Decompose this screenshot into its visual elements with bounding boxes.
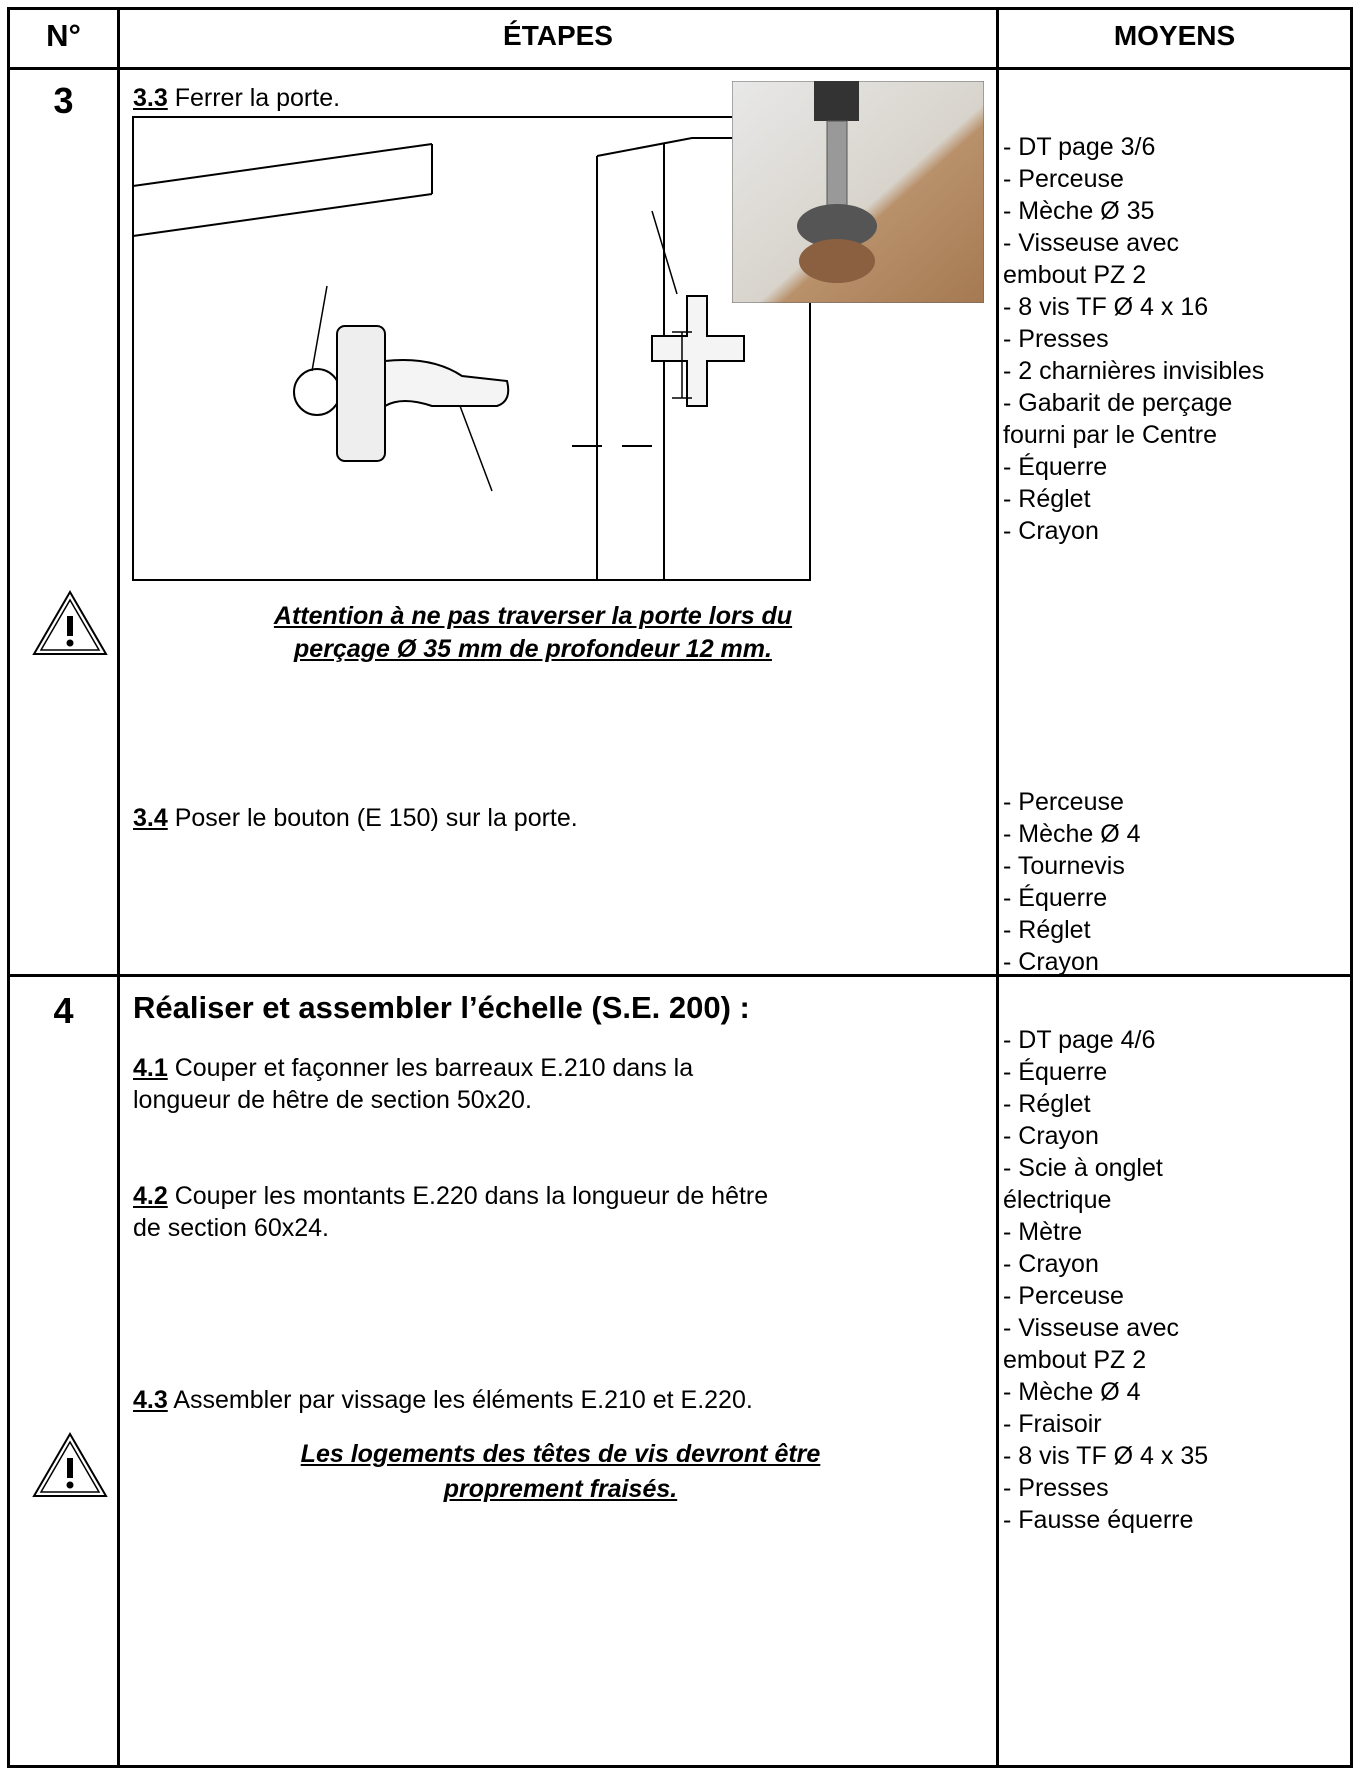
- table-border: [117, 7, 120, 1768]
- table-border: [7, 7, 1353, 10]
- step-num: 4.1: [133, 1054, 168, 1082]
- header-steps: ÉTAPES: [503, 20, 613, 51]
- table-border: [7, 1765, 1353, 1768]
- means-item: - Fraisoir: [1003, 1410, 1102, 1438]
- means-item: - Visseuse avec: [1003, 1314, 1180, 1342]
- means-item: - Perceuse: [1003, 165, 1124, 193]
- means-item: embout PZ 2: [1003, 1346, 1147, 1374]
- means-item: - Mèche Ø 35: [1003, 197, 1155, 225]
- means-item: - Fausse équerre: [1003, 1506, 1194, 1534]
- table-border: [996, 7, 999, 1768]
- step: 4.1 Couper et façonner les barreaux E.21…: [133, 1052, 693, 1084]
- means-item: - 8 vis TF Ø 4 x 16: [1003, 293, 1209, 321]
- means-item: - Presses: [1003, 1474, 1109, 1502]
- step-num: 3.3: [133, 84, 168, 112]
- warning-text: perçage Ø 35 mm de profondeur 12 mm.: [294, 635, 772, 663]
- step: 4.2 Couper les montants E.220 dans la lo…: [133, 1180, 768, 1212]
- means-item: - DT page 3/6: [1003, 133, 1156, 161]
- means-item: - Équerre: [1003, 453, 1108, 481]
- warning-text: Attention à ne pas traverser la porte lo…: [273, 602, 793, 630]
- means-item: embout PZ 2: [1003, 261, 1147, 289]
- means-item: - Mètre: [1003, 1218, 1083, 1246]
- step-text: Couper les montants E.220 dans la longue…: [174, 1182, 769, 1210]
- means-item: - Réglet: [1003, 916, 1091, 944]
- table-border: [1350, 7, 1353, 1768]
- means-item: - Réglet: [1003, 485, 1091, 513]
- step: 3.3 Ferrer la porte.: [133, 82, 340, 114]
- means-item: - Équerre: [1003, 1058, 1108, 1086]
- warning-text: Les logements des têtes de vis devront ê…: [300, 1440, 821, 1468]
- means-item: - Gabarit de perçage: [1003, 389, 1233, 417]
- means-item: électrique: [1003, 1186, 1112, 1214]
- means-item: - 2 charnières invisibles: [1003, 357, 1265, 385]
- header-means: MOYENS: [1113, 20, 1236, 51]
- header-num: N°: [46, 18, 81, 53]
- table-border: [7, 7, 10, 1768]
- step-text: Couper et façonner les barreaux E.210 da…: [174, 1054, 694, 1082]
- means-item: - DT page 4/6: [1003, 1026, 1156, 1054]
- step-text: longueur de hêtre de section 50x20.: [133, 1086, 532, 1114]
- means-list: - DT page 4/6 - Équerre - Réglet - Crayon - …: [1003, 1024, 1208, 1536]
- table-border: [7, 974, 1353, 977]
- means-item: - Visseuse avec: [1003, 229, 1180, 257]
- step-text: Ferrer la porte.: [174, 84, 341, 112]
- step-text: Assembler par vissage les éléments E.210…: [173, 1386, 753, 1414]
- means-item: - Perceuse: [1003, 788, 1124, 816]
- row-title: Réaliser et assembler l’échelle (S.E. 20…: [133, 990, 750, 1025]
- means-item: fourni par le Centre: [1003, 421, 1218, 449]
- means-item: - Crayon: [1003, 517, 1099, 545]
- warning-text: proprement fraisés.: [443, 1475, 678, 1503]
- warning-icon: [32, 1432, 108, 1497]
- means-item: - Tournevis: [1003, 852, 1125, 880]
- means-item: - 8 vis TF Ø 4 x 35: [1003, 1442, 1209, 1470]
- means-item: - Crayon: [1003, 1250, 1099, 1278]
- table-border: [7, 67, 1353, 70]
- means-list: - DT page 3/6 - Perceuse - Mèche Ø 35 - Vis…: [1003, 131, 1264, 547]
- row-num: 3: [53, 80, 74, 121]
- step-num: 3.4: [133, 804, 168, 832]
- means-item: - Équerre: [1003, 884, 1108, 912]
- means-item: - Perceuse: [1003, 1282, 1124, 1310]
- step-num: 4.2: [133, 1182, 168, 1210]
- means-item: - Crayon: [1003, 948, 1099, 976]
- drill-photo: [732, 81, 984, 303]
- means-item: - Mèche Ø 4: [1003, 820, 1141, 848]
- means-item: - Mèche Ø 4: [1003, 1378, 1141, 1406]
- means-item: - Scie à onglet: [1003, 1154, 1163, 1182]
- means-item: - Presses: [1003, 325, 1109, 353]
- step-text: de section 60x24.: [133, 1214, 329, 1242]
- step: 3.4 Poser le bouton (E 150) sur la porte…: [133, 802, 578, 834]
- step-text: Poser le bouton (E 150) sur la porte.: [174, 804, 578, 832]
- step: 4.3 Assembler par vissage les éléments E…: [133, 1384, 753, 1416]
- row-num: 4: [53, 990, 74, 1031]
- step-num: 4.3: [133, 1386, 168, 1414]
- hinge-diagram: [132, 116, 811, 581]
- means-list: - Perceuse - Mèche Ø 4 - Tournevis - Équerr…: [1003, 786, 1141, 978]
- warning-icon: [32, 590, 108, 655]
- means-item: - Réglet: [1003, 1090, 1091, 1118]
- means-item: - Crayon: [1003, 1122, 1099, 1150]
